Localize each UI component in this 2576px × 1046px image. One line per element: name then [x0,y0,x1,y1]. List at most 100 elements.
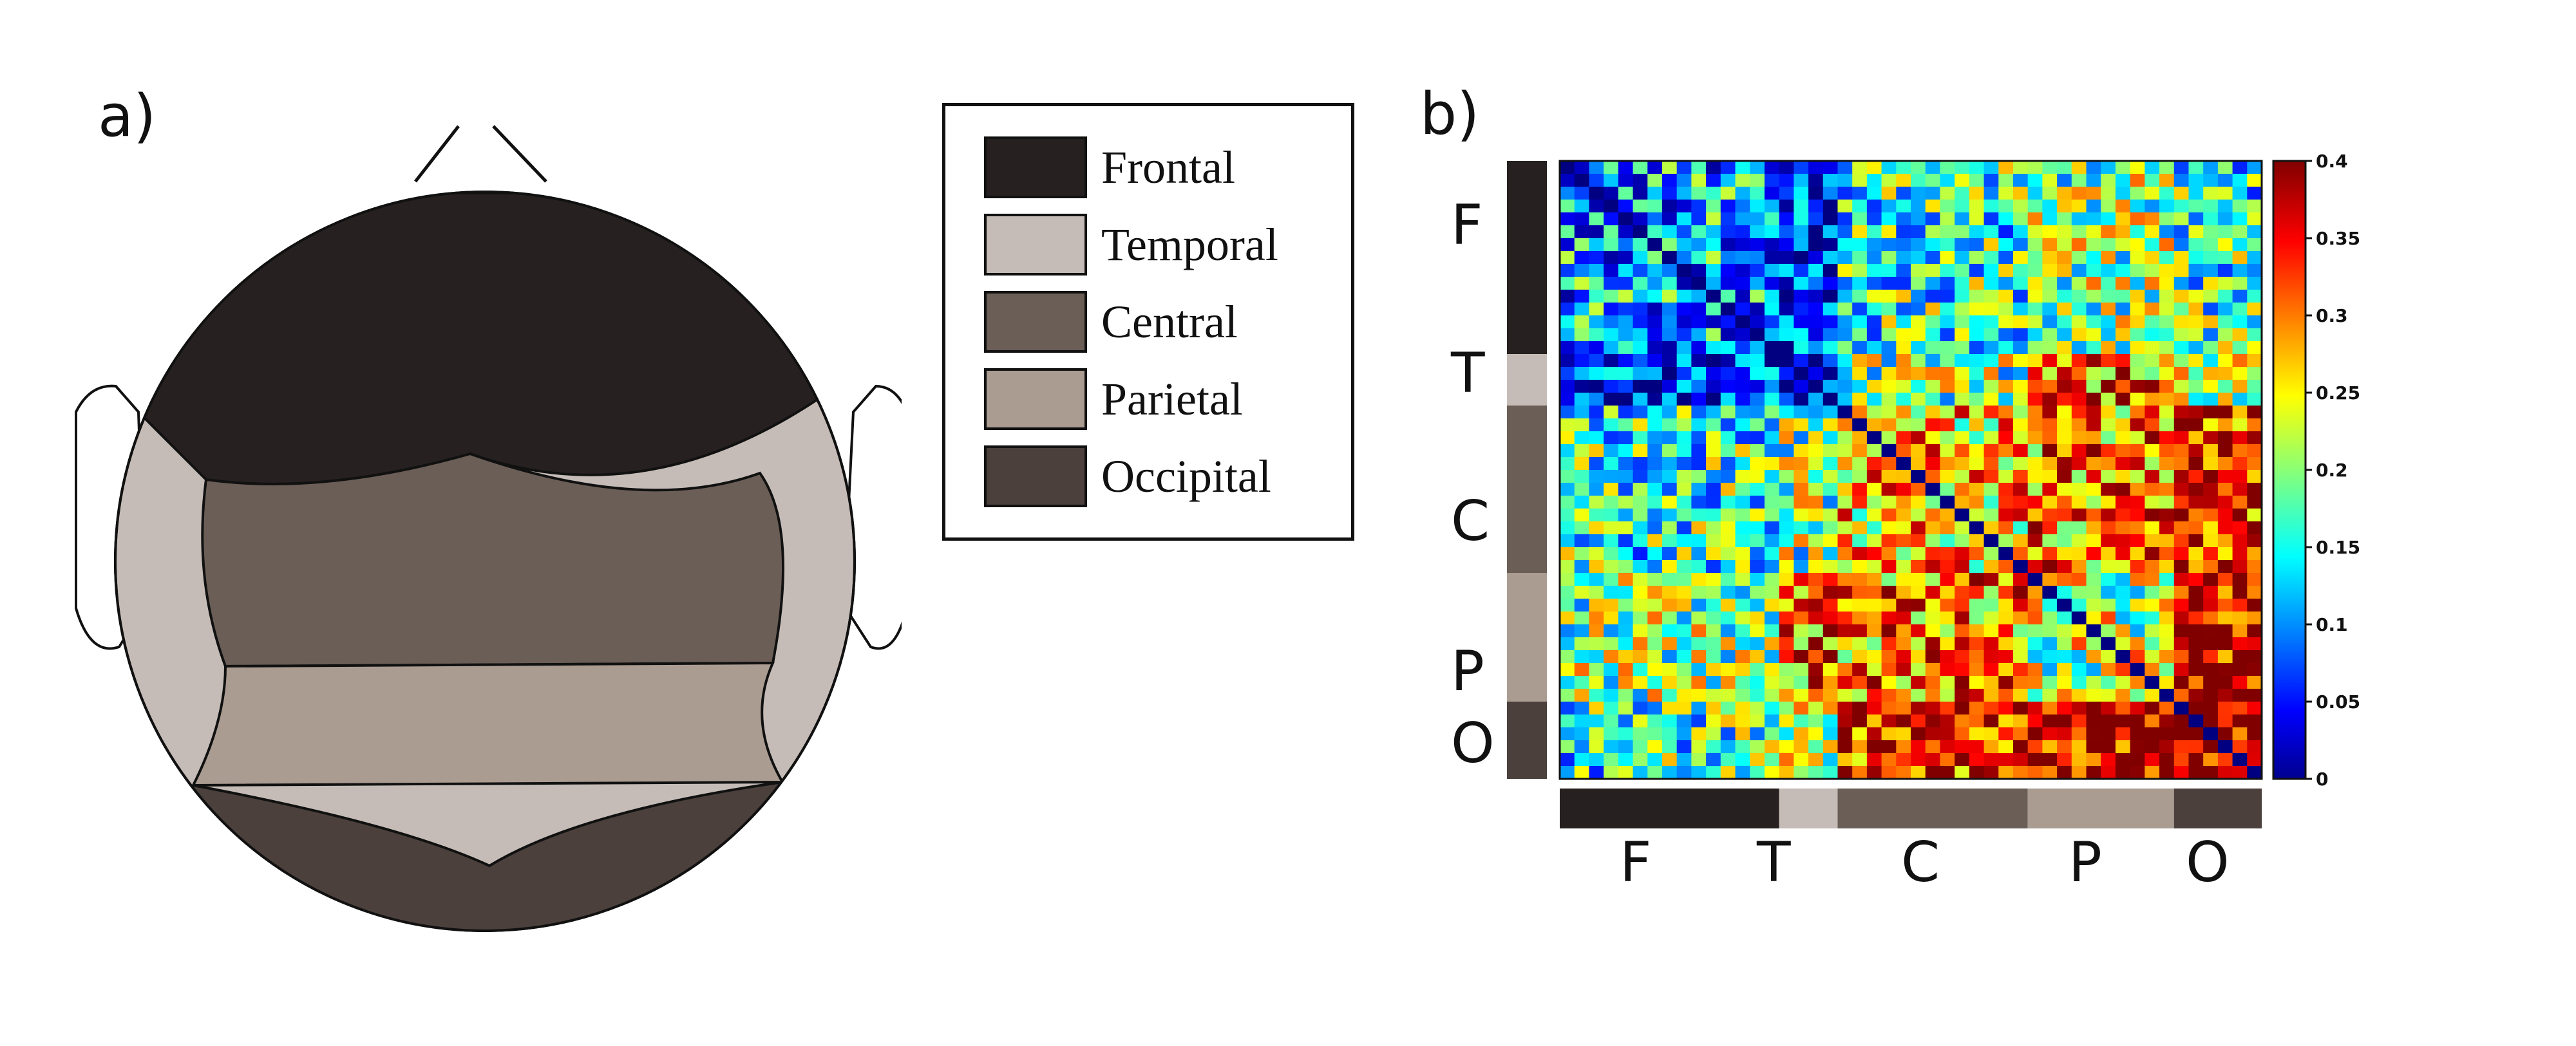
matrix-cell [1764,599,1780,612]
matrix-cell [2086,406,2101,419]
matrix-cell [1618,341,1634,355]
matrix-cell [2086,586,2101,599]
matrix-cell [2145,238,2160,252]
matrix-cell [1794,727,1809,741]
matrix-cell [1808,200,1824,213]
matrix-cell [1647,264,1663,277]
matrix-cell [1866,187,1882,200]
matrix-cell [1823,328,1839,342]
matrix-cell [1779,753,1794,767]
matrix-cell [1750,702,1765,715]
matrix-cell [1955,483,1970,496]
matrix-cell [1969,740,1985,754]
matrix-cell [1647,290,1663,303]
matrix-cell [1735,612,1750,625]
matrix-cell [2159,431,2175,445]
matrix-cell [1574,431,1590,445]
matrix-cell [2203,714,2219,728]
matrix-cell [1720,174,1736,187]
matrix-cell [2203,238,2219,252]
colorbar-tick-label: 0.25 [2316,382,2360,404]
matrix-cell [1896,599,1911,612]
matrix-cell [1823,676,1839,689]
matrix-cell [2027,753,2043,767]
matrix-cell [1574,290,1590,303]
matrix-cell [1764,534,1780,548]
matrix-cell [2057,200,2072,213]
matrix-cell [2115,457,2131,471]
matrix-cell [2086,650,2101,664]
matrix-cell [1896,418,1911,432]
matrix-cell [2027,612,2043,625]
matrix-cell [1823,174,1839,187]
matrix-cell [2086,393,2101,406]
matrix-cell [1647,354,1663,368]
matrix-cell [2232,238,2248,252]
matrix-cell [1998,740,2014,754]
matrix-cell [1589,714,1604,728]
matrix-cell [1911,174,1926,187]
matrix-cell [2086,277,2101,290]
matrix-cell [2174,663,2190,677]
matrix-cell [1998,315,2014,329]
matrix-cell [1808,251,1824,265]
row-group-bar-t [1507,354,1547,406]
matrix-cell [1969,496,1985,509]
matrix-cell [1969,290,1985,303]
matrix-cell [1779,444,1794,458]
matrix-cell [2042,573,2058,586]
matrix-cell [1823,444,1839,458]
matrix-cell [2071,766,2087,780]
matrix-cell [1574,624,1590,638]
matrix-cell [1720,521,1736,535]
matrix-cell [2057,650,2072,664]
matrix-cell [1998,393,2014,406]
matrix-cell [1808,586,1824,599]
matrix-cell [1940,251,1955,265]
matrix-cell [1881,470,1897,483]
matrix-cell [1808,624,1824,638]
matrix-cell [1925,212,1941,226]
matrix-cell [2217,470,2233,483]
matrix-cell [2057,457,2072,471]
matrix-cell [1837,521,1853,535]
matrix-cell [2232,444,2248,458]
matrix-cell [1925,251,1941,265]
matrix-cell [1881,599,1897,612]
matrix-cell [2188,200,2204,213]
matrix-cell [2174,612,2190,625]
matrix-cell [1984,315,1999,329]
matrix-cell [2057,689,2072,702]
matrix-cell [2101,418,2116,432]
matrix-cell [2203,187,2219,200]
matrix-cell [2086,225,2101,239]
matrix-cell [1866,161,1882,174]
matrix-cell [1852,624,1868,638]
matrix-cell [1823,496,1839,509]
matrix-cell [2071,676,2087,689]
matrix-cell [2188,496,2204,509]
matrix-cell [1720,431,1736,445]
matrix-cell [1735,354,1750,368]
matrix-cell [2188,406,2204,419]
matrix-cell [1969,547,1985,561]
matrix-cell [1764,766,1780,780]
matrix-cell [1691,470,1707,483]
matrix-cell [1896,702,1911,715]
matrix-cell [1691,303,1707,316]
matrix-cell [1589,689,1604,702]
matrix-cell [1852,212,1868,226]
matrix-cell [1750,727,1765,741]
matrix-cell [2057,560,2072,574]
matrix-cell [1604,727,1619,741]
matrix-cell [2086,212,2101,226]
matrix-cell [2101,431,2116,445]
matrix-cell [1589,637,1604,651]
matrix-cell [2012,586,2029,599]
matrix-cell [1589,200,1604,213]
matrix-cell [1560,663,1575,677]
matrix-cell [1969,264,1985,277]
matrix-cell [1808,444,1824,458]
matrix-cell [1881,200,1897,213]
matrix-cell [1925,560,1941,574]
